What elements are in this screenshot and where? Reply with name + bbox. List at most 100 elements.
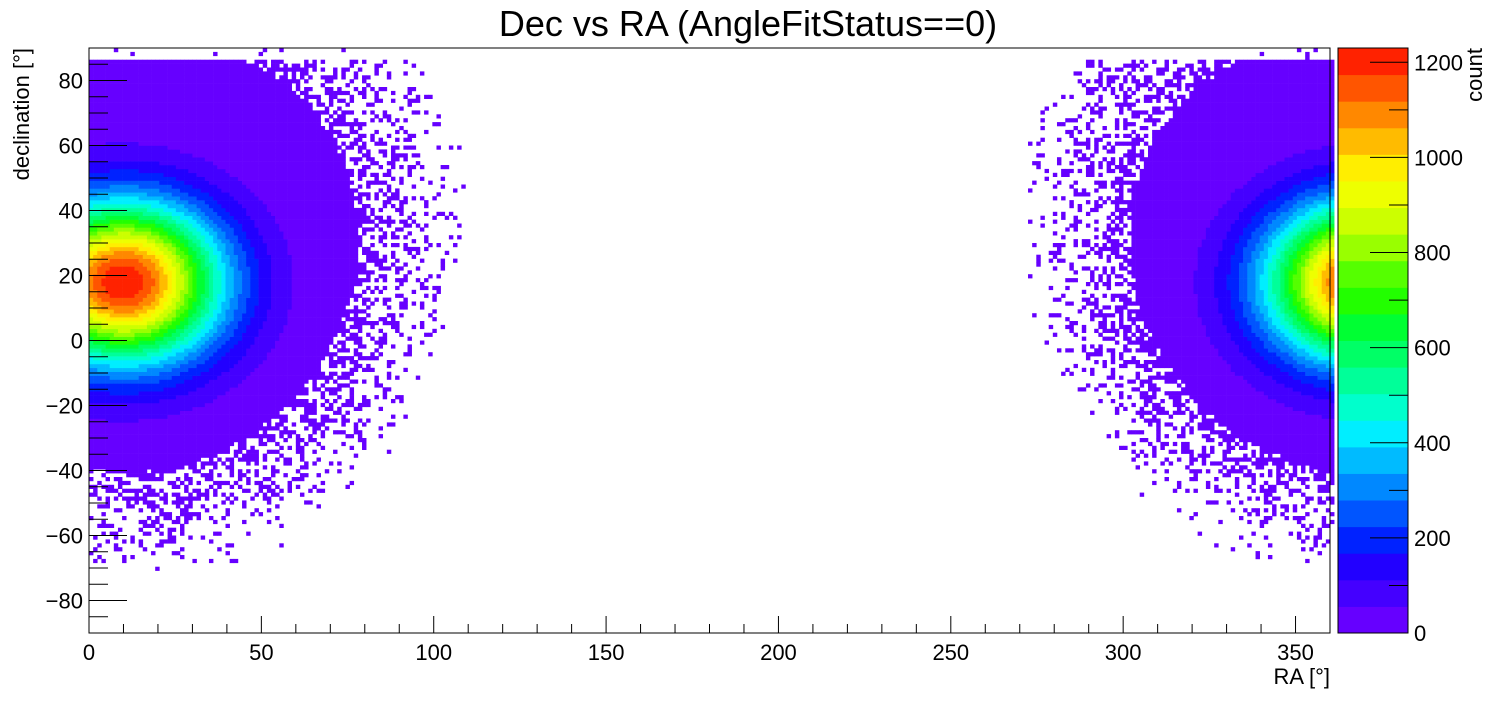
heatmap-cell (217, 484, 222, 489)
heatmap-cell (246, 254, 251, 259)
heatmap-cell (109, 157, 115, 162)
heatmap-cell (233, 223, 239, 228)
heatmap-cell (213, 282, 218, 287)
heatmap-cell (163, 176, 168, 181)
heatmap-cell (225, 410, 230, 415)
heatmap-cell (171, 79, 177, 84)
heatmap-cell (138, 207, 144, 213)
heatmap-cell (89, 379, 94, 384)
heatmap-cell (113, 461, 119, 466)
heatmap-cell (109, 83, 115, 88)
heatmap-cell (262, 172, 268, 177)
heatmap-cell (142, 282, 148, 287)
heatmap-cell (180, 527, 185, 532)
heatmap-cell (242, 200, 247, 205)
heatmap-cell (184, 165, 189, 170)
heatmap-cell (151, 246, 156, 252)
heatmap-cell (237, 153, 243, 158)
heatmap-cell (130, 391, 135, 396)
heatmap-cell (204, 422, 210, 427)
heatmap-cell (184, 258, 189, 263)
heatmap-cell (180, 90, 185, 96)
heatmap-cell (163, 395, 168, 400)
heatmap-cell (117, 313, 123, 318)
heatmap-cell (246, 352, 251, 357)
heatmap-cell (229, 161, 235, 166)
heatmap-cell (155, 285, 160, 291)
heatmap-cell (266, 317, 272, 322)
heatmap-cell (134, 227, 139, 232)
heatmap-cell (117, 250, 123, 255)
heatmap-cell (155, 519, 160, 525)
heatmap-cell (163, 161, 168, 166)
heatmap-cell (266, 449, 272, 454)
heatmap-cell (180, 223, 185, 228)
heatmap-cell (266, 250, 272, 255)
heatmap-cell (246, 79, 251, 84)
heatmap-cell (196, 106, 201, 111)
heatmap-cell (225, 196, 230, 201)
heatmap-cell (93, 122, 98, 127)
heatmap-cell (105, 59, 110, 64)
heatmap-cell (271, 258, 276, 263)
heatmap-cell (221, 200, 226, 205)
heatmap-cell (97, 149, 102, 154)
heatmap-cell (204, 383, 210, 388)
heatmap-cell (146, 352, 152, 357)
heatmap-cell (155, 172, 160, 177)
heatmap-cell (262, 196, 268, 201)
heatmap-cell (126, 122, 131, 127)
heatmap-cell (196, 211, 201, 216)
heatmap-cell (105, 278, 110, 283)
heatmap-cell (105, 227, 110, 232)
heatmap-cell (229, 371, 235, 376)
heatmap-cell (101, 313, 106, 318)
heatmap-cell (113, 176, 119, 181)
heatmap-cell (233, 145, 239, 150)
heatmap-cell (188, 114, 193, 119)
heatmap-cell (208, 391, 214, 396)
heatmap-cell (163, 90, 168, 96)
heatmap-cell (113, 71, 119, 76)
heatmap-cell (146, 90, 152, 96)
heatmap-cell (180, 289, 185, 294)
heatmap-cell (122, 274, 127, 279)
heatmap-cell (208, 227, 214, 232)
heatmap-cell (138, 114, 144, 119)
heatmap-cell (221, 254, 226, 259)
heatmap-cell (242, 239, 247, 244)
heatmap-cell (167, 399, 173, 404)
heatmap-cell (142, 406, 148, 411)
heatmap-cell (171, 94, 177, 99)
heatmap-cell (229, 461, 235, 466)
heatmap-cell (237, 168, 243, 174)
heatmap-cell (130, 441, 135, 447)
heatmap-cell (188, 246, 193, 252)
heatmap-cell (242, 301, 247, 306)
heatmap-cell (109, 449, 115, 454)
heatmap-cell (97, 336, 102, 341)
heatmap-cell (200, 465, 206, 470)
heatmap-cell (113, 363, 119, 369)
heatmap-cell (208, 204, 214, 209)
heatmap-cell (184, 227, 189, 232)
heatmap-cell (204, 363, 210, 369)
heatmap-cell (229, 254, 235, 259)
heatmap-cell (97, 375, 102, 380)
heatmap-cell (151, 395, 156, 400)
heatmap-cell (208, 67, 214, 72)
heatmap-cell (93, 165, 98, 170)
heatmap-cell (97, 83, 102, 88)
heatmap-cell (237, 63, 243, 68)
heatmap-cell (180, 67, 185, 72)
heatmap-cell (105, 539, 110, 544)
heatmap-cell (159, 285, 164, 291)
heatmap-cell (266, 285, 272, 291)
heatmap-cell (204, 196, 210, 201)
heatmap-cell (130, 438, 135, 443)
heatmap-cell (217, 414, 222, 419)
heatmap-cell (93, 106, 98, 111)
heatmap-cell (109, 141, 115, 146)
heatmap-cell (163, 223, 168, 228)
heatmap-cell (200, 122, 206, 127)
